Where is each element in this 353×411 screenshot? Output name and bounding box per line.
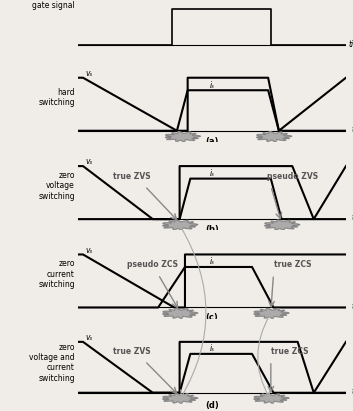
Polygon shape xyxy=(254,308,289,319)
Text: time: time xyxy=(351,125,353,134)
Text: gate signal: gate signal xyxy=(32,1,75,10)
Text: zero
voltage
switching: zero voltage switching xyxy=(38,171,75,201)
Text: zero
current
switching: zero current switching xyxy=(38,259,75,289)
Polygon shape xyxy=(165,132,201,142)
Text: iₛ: iₛ xyxy=(209,344,214,353)
Polygon shape xyxy=(163,220,198,230)
Text: vₛ: vₛ xyxy=(86,333,93,342)
Text: iₛ: iₛ xyxy=(209,257,214,266)
Text: time: time xyxy=(349,40,353,49)
Text: pseudo ZCS: pseudo ZCS xyxy=(127,260,178,269)
Polygon shape xyxy=(264,220,300,230)
Text: (c): (c) xyxy=(205,313,218,322)
Text: iₛ: iₛ xyxy=(209,81,214,90)
Text: vₛ: vₛ xyxy=(86,245,93,254)
Text: true ZVS: true ZVS xyxy=(113,172,150,181)
Text: vₛ: vₛ xyxy=(86,69,93,78)
Text: pseudo ZVS: pseudo ZVS xyxy=(267,172,318,181)
Polygon shape xyxy=(257,132,292,142)
Text: hard
switching: hard switching xyxy=(38,88,75,107)
Polygon shape xyxy=(254,394,289,403)
Text: zero
voltage and
current
switching: zero voltage and current switching xyxy=(29,343,75,383)
Text: time: time xyxy=(351,213,353,222)
Text: time: time xyxy=(351,387,353,396)
Text: true ZCS: true ZCS xyxy=(274,260,311,269)
Polygon shape xyxy=(163,308,198,319)
Text: vₛ: vₛ xyxy=(86,157,93,166)
Text: (b): (b) xyxy=(205,225,219,234)
Polygon shape xyxy=(163,394,198,403)
Text: true ZCS: true ZCS xyxy=(271,347,309,356)
Text: iₛ: iₛ xyxy=(209,169,214,178)
Text: (a): (a) xyxy=(205,136,219,145)
Text: time: time xyxy=(351,302,353,310)
Text: true ZVS: true ZVS xyxy=(113,347,150,356)
Text: (d): (d) xyxy=(205,401,219,410)
